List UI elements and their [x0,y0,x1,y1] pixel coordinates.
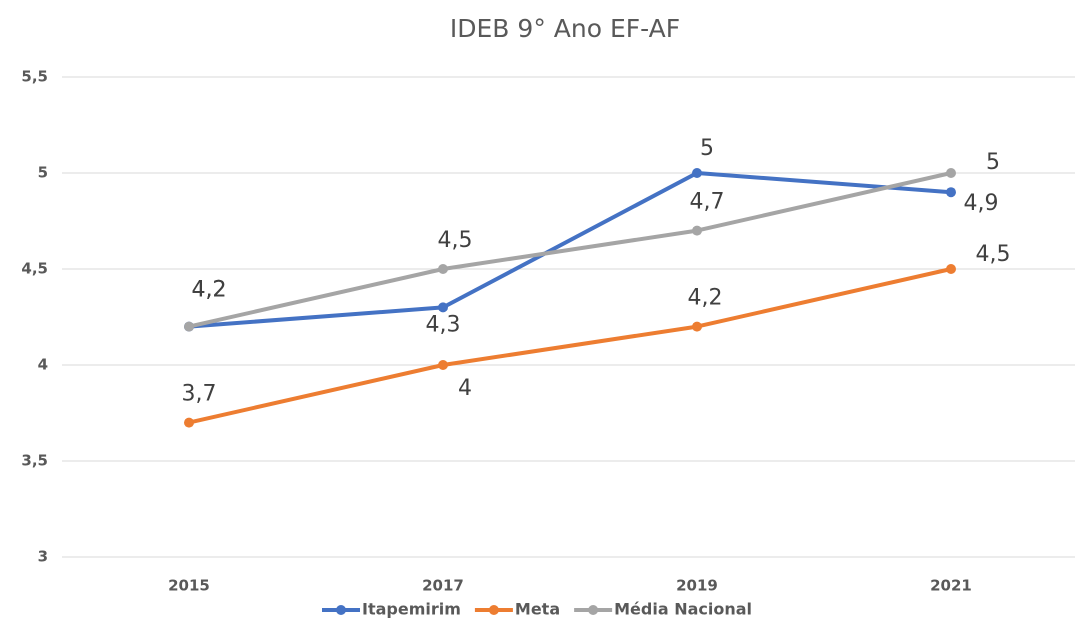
data-label: 5 [700,136,714,161]
legend-marker [336,605,346,615]
legend-label: Média Nacional [614,600,752,619]
x-tick-label: 2017 [422,577,464,595]
legend-label: Itapemirim [362,600,461,619]
data-label: 4,5 [976,242,1011,267]
point [946,264,956,274]
data-label: 4,2 [192,278,227,303]
y-tick-label: 4,5 [21,260,48,278]
point [692,321,702,332]
point [438,360,448,370]
data-label: 4,3 [426,312,461,337]
data-label: 4,2 [192,278,227,303]
line-series [188,267,952,425]
point [692,225,702,236]
data-label: 4,2 [688,286,723,311]
line-series [188,171,952,329]
point [946,168,956,178]
y-tick-label: 3 [38,548,48,566]
y-tick-label: 5 [38,164,48,182]
point [184,321,194,332]
x-tick-label: 2019 [676,577,718,595]
y-tick-label: 3,5 [21,452,48,470]
point [438,264,448,274]
point [692,168,702,178]
legend-marker [488,605,499,615]
point [438,302,448,313]
y-tick-label: 4 [38,356,48,374]
data-label: 4,5 [438,228,473,253]
data-label: 4,9 [964,191,999,216]
point [946,187,956,198]
data-label: 4 [458,376,472,401]
x-tick-label: 2015 [168,577,210,595]
legend-marker [588,605,599,615]
y-tick-label: 5,5 [21,68,48,86]
data-label: 5 [986,150,1000,175]
chart-title: IDEB 9° Ano EF-AF [450,14,680,43]
point [184,417,194,428]
legend-label: Meta [515,600,560,619]
data-label: 3,7 [182,382,217,407]
x-tick-label: 2021 [930,577,972,595]
line-series [188,171,952,329]
data-label: 4,7 [690,190,725,215]
